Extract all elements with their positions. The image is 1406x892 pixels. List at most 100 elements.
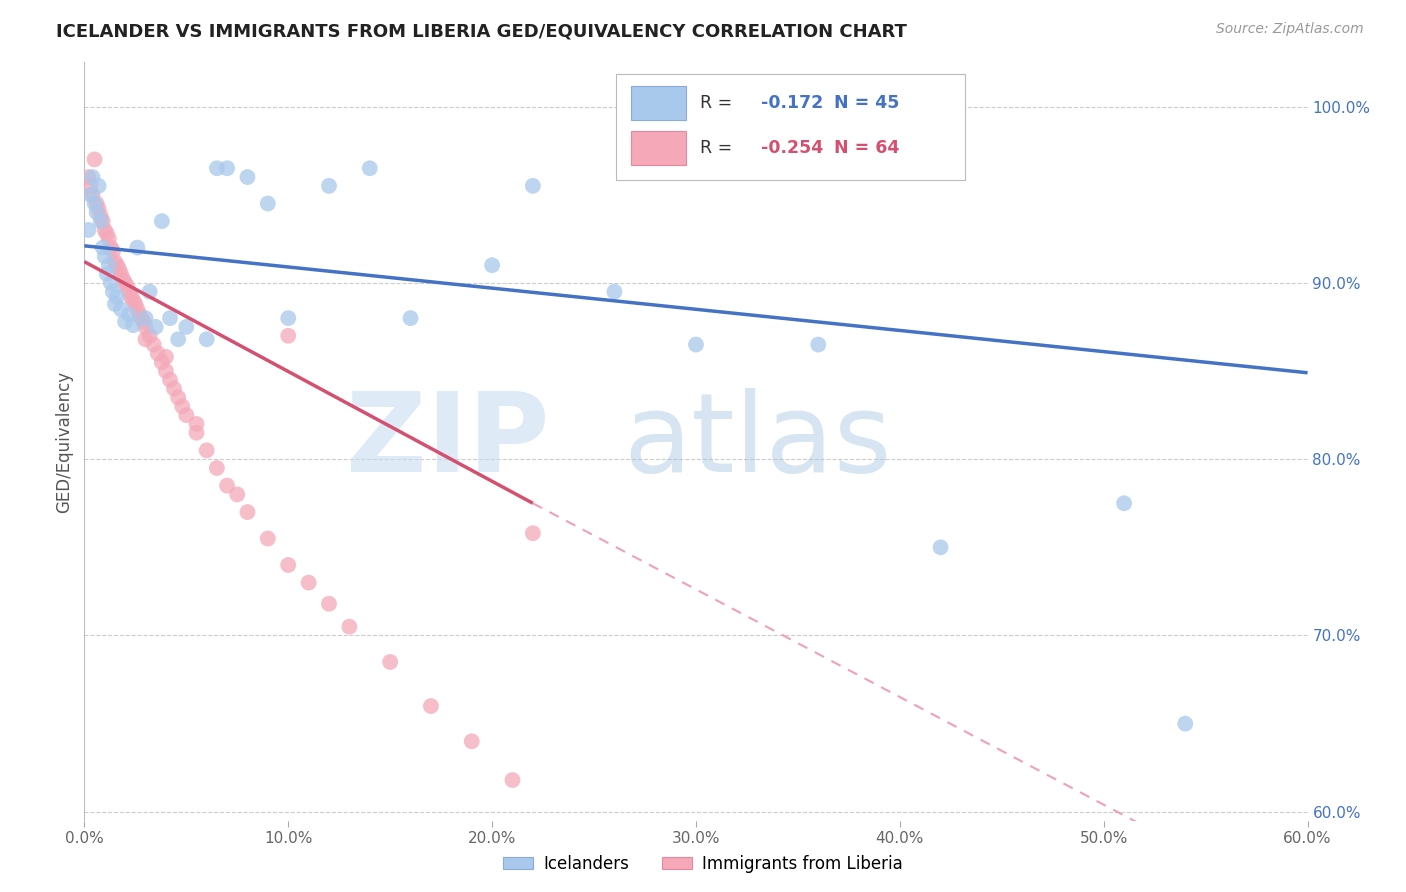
Point — [142, 337, 165, 351]
Point — [118, 308, 141, 322]
Point — [83, 196, 105, 211]
Point — [186, 417, 208, 431]
Point — [79, 178, 101, 193]
Point — [118, 285, 141, 299]
Point — [87, 202, 110, 216]
Point — [1114, 496, 1136, 510]
Text: N = 64: N = 64 — [834, 139, 900, 157]
Point — [205, 161, 228, 176]
Point — [101, 244, 124, 259]
Point — [82, 187, 104, 202]
Point — [79, 187, 101, 202]
Point — [96, 227, 118, 241]
Point — [298, 575, 321, 590]
Point — [186, 425, 208, 440]
Text: Source: ZipAtlas.com: Source: ZipAtlas.com — [1216, 22, 1364, 37]
Point — [100, 276, 122, 290]
Point — [145, 320, 167, 334]
Point — [86, 205, 108, 219]
Point — [159, 311, 181, 326]
Point — [174, 320, 197, 334]
Point — [122, 293, 145, 308]
Point — [112, 272, 135, 286]
Point — [562, 822, 585, 837]
Point — [138, 285, 160, 299]
Text: atlas: atlas — [623, 388, 891, 495]
Point — [115, 279, 138, 293]
Point — [108, 261, 131, 276]
Point — [104, 297, 127, 311]
Point — [481, 258, 503, 272]
Point — [257, 196, 280, 211]
Point — [195, 443, 218, 458]
Point — [110, 302, 132, 317]
FancyBboxPatch shape — [616, 74, 965, 180]
Point — [420, 699, 443, 714]
FancyBboxPatch shape — [631, 86, 686, 120]
Point — [132, 315, 155, 329]
Point — [163, 382, 186, 396]
Point — [131, 311, 153, 326]
Point — [105, 290, 128, 304]
Point — [86, 196, 108, 211]
Point — [624, 866, 647, 880]
Point — [174, 408, 197, 422]
Point — [522, 178, 544, 193]
Point — [155, 350, 177, 364]
Point — [205, 461, 228, 475]
Point — [87, 178, 110, 193]
Text: -0.254: -0.254 — [761, 139, 823, 157]
Point — [104, 254, 127, 268]
Point — [77, 223, 100, 237]
Point — [380, 655, 402, 669]
Point — [929, 541, 952, 555]
Point — [120, 290, 142, 304]
Text: R =: R = — [700, 94, 737, 112]
Point — [77, 169, 100, 184]
Point — [100, 241, 122, 255]
Point — [135, 320, 157, 334]
Point — [138, 328, 160, 343]
Point — [101, 285, 124, 299]
Point — [399, 311, 422, 326]
Point — [339, 620, 361, 634]
Point — [318, 178, 340, 193]
Text: N = 45: N = 45 — [834, 94, 900, 112]
Point — [135, 332, 157, 346]
Point — [522, 526, 544, 541]
Point — [114, 315, 136, 329]
Point — [90, 214, 112, 228]
Point — [91, 214, 114, 228]
Legend: Icelanders, Immigrants from Liberia: Icelanders, Immigrants from Liberia — [496, 848, 910, 880]
Point — [217, 478, 239, 492]
Point — [318, 597, 340, 611]
Text: R =: R = — [700, 139, 737, 157]
Point — [277, 311, 299, 326]
Point — [124, 297, 146, 311]
Y-axis label: GED/Equivalency: GED/Equivalency — [55, 370, 73, 513]
Point — [1174, 716, 1197, 731]
Text: ICELANDER VS IMMIGRANTS FROM LIBERIA GED/EQUIVALENCY CORRELATION CHART: ICELANDER VS IMMIGRANTS FROM LIBERIA GED… — [56, 22, 907, 40]
Point — [150, 214, 173, 228]
Point — [236, 169, 259, 184]
Point — [807, 337, 830, 351]
Text: ZIP: ZIP — [346, 388, 550, 495]
FancyBboxPatch shape — [631, 131, 686, 165]
Point — [172, 399, 194, 413]
Point — [122, 318, 145, 333]
Point — [128, 308, 150, 322]
Point — [127, 302, 149, 317]
Point — [685, 337, 707, 351]
Point — [135, 311, 157, 326]
Point — [257, 532, 280, 546]
Point — [114, 276, 136, 290]
Point — [150, 355, 173, 369]
Point — [91, 241, 114, 255]
Point — [97, 258, 120, 272]
Point — [167, 332, 190, 346]
Point — [236, 505, 259, 519]
Point — [82, 169, 104, 184]
Point — [461, 734, 484, 748]
Point — [167, 391, 190, 405]
Point — [359, 161, 381, 176]
